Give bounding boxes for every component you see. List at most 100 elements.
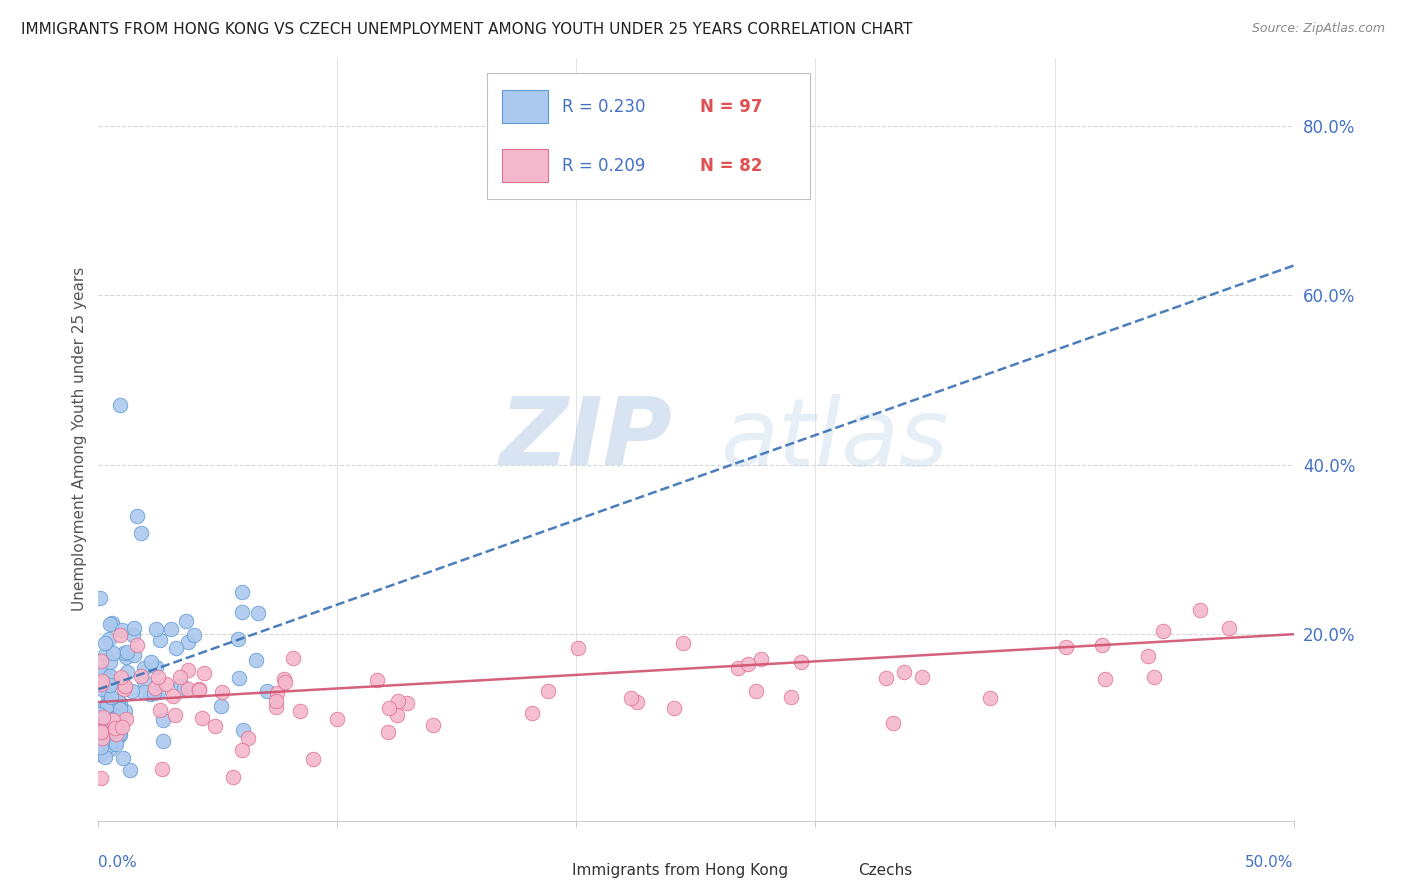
Point <box>1137 648 1160 663</box>
Point <box>377 724 399 739</box>
Point <box>387 694 409 708</box>
Point <box>91 681 114 696</box>
Point <box>110 670 132 684</box>
Point <box>662 701 685 715</box>
Point <box>273 672 295 686</box>
Point <box>90 725 112 739</box>
Point <box>232 723 254 737</box>
Point <box>96 699 118 714</box>
Point <box>118 763 141 777</box>
Point <box>173 681 195 695</box>
Point <box>93 717 115 731</box>
Point <box>231 605 253 619</box>
Point <box>108 398 131 412</box>
Point <box>132 684 155 698</box>
Point <box>174 614 197 628</box>
Point <box>125 508 148 523</box>
Point <box>209 698 232 713</box>
Point <box>98 655 121 669</box>
Point <box>790 655 813 669</box>
Point <box>89 706 111 721</box>
Point <box>169 670 191 684</box>
Point <box>146 670 169 684</box>
Point <box>103 708 125 723</box>
Point <box>94 715 117 730</box>
Point <box>89 713 111 727</box>
Point <box>111 720 134 734</box>
Point <box>326 712 349 726</box>
Point <box>228 672 250 686</box>
Point <box>111 623 134 637</box>
Point <box>1218 621 1240 635</box>
Point <box>96 682 118 697</box>
Point <box>165 640 187 655</box>
Point <box>1054 640 1077 654</box>
Point <box>143 681 166 695</box>
Point <box>395 696 418 710</box>
Point <box>266 699 288 714</box>
Point <box>177 681 200 696</box>
Point <box>89 720 111 734</box>
Point <box>112 646 135 660</box>
Point <box>727 661 749 675</box>
Point <box>281 651 304 665</box>
Point <box>97 739 120 753</box>
Point <box>129 668 152 682</box>
Point <box>231 743 253 757</box>
Point <box>94 648 117 663</box>
Text: atlas: atlas <box>720 393 948 485</box>
Point <box>183 628 205 642</box>
Point <box>101 646 124 660</box>
Point <box>93 699 115 714</box>
Point <box>145 622 167 636</box>
Point <box>134 661 156 675</box>
Point <box>150 762 173 776</box>
Point <box>131 525 153 540</box>
Point <box>89 591 111 605</box>
Point <box>145 660 167 674</box>
Point <box>105 727 128 741</box>
Point <box>142 686 165 700</box>
Point <box>89 742 111 756</box>
Point <box>91 665 114 679</box>
Point <box>522 706 544 721</box>
Point <box>104 737 127 751</box>
Point <box>160 622 183 636</box>
Text: 0.0%: 0.0% <box>98 855 138 870</box>
Point <box>163 707 186 722</box>
Point <box>104 734 127 748</box>
Point <box>93 674 115 689</box>
Point <box>245 653 267 667</box>
Point <box>108 696 131 710</box>
Point <box>882 715 904 730</box>
Point <box>366 673 388 687</box>
Point <box>91 731 114 745</box>
FancyBboxPatch shape <box>502 90 548 123</box>
Point <box>114 704 136 718</box>
Text: ZIP: ZIP <box>499 393 672 485</box>
Text: N = 82: N = 82 <box>700 157 762 175</box>
Point <box>266 686 288 700</box>
Point <box>97 689 120 703</box>
Point <box>620 690 643 705</box>
Point <box>911 670 934 684</box>
Point <box>107 694 129 708</box>
Point <box>96 682 118 697</box>
Point <box>149 703 172 717</box>
Point <box>98 678 121 692</box>
Point <box>187 682 209 697</box>
Point <box>98 617 121 632</box>
Point <box>108 728 131 742</box>
Point <box>134 674 156 689</box>
Point <box>108 628 131 642</box>
Point <box>422 718 444 732</box>
Point <box>264 694 287 708</box>
Point <box>567 641 589 656</box>
Point <box>177 635 200 649</box>
Point <box>98 711 121 725</box>
Point <box>115 650 138 665</box>
Point <box>91 666 114 681</box>
Point <box>115 713 138 727</box>
Point <box>626 695 648 709</box>
Point <box>1094 672 1116 686</box>
